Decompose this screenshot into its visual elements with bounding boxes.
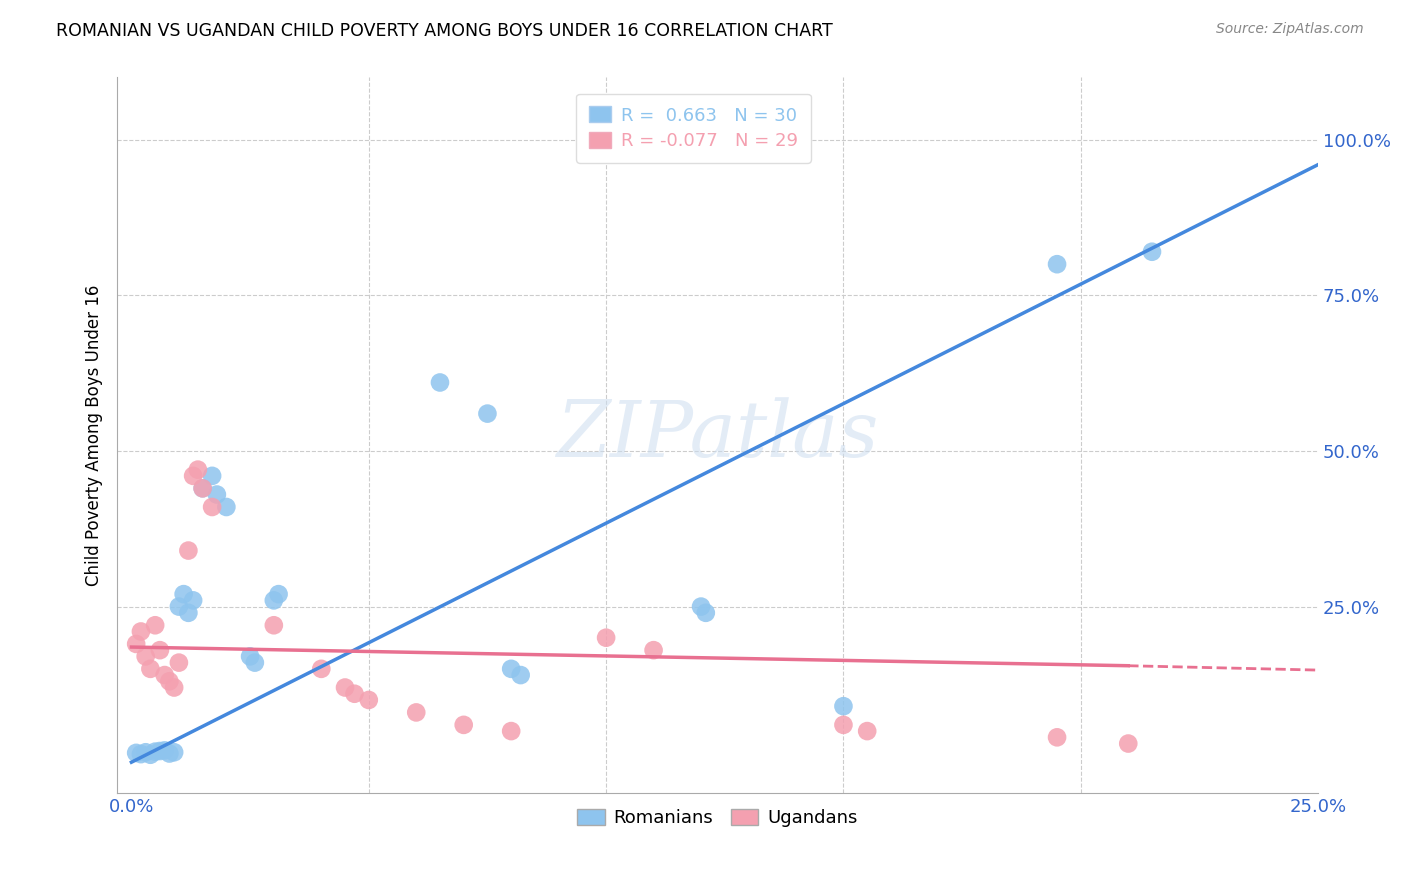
Point bbox=[509, 668, 531, 682]
Point bbox=[501, 724, 523, 739]
Point bbox=[832, 699, 855, 714]
Point bbox=[181, 593, 204, 607]
Point bbox=[167, 599, 190, 614]
Point bbox=[595, 631, 617, 645]
Point bbox=[149, 643, 172, 657]
Point bbox=[343, 687, 366, 701]
Point bbox=[125, 637, 148, 651]
Point bbox=[333, 681, 356, 695]
Point bbox=[501, 662, 523, 676]
Point bbox=[357, 693, 380, 707]
Point bbox=[163, 681, 186, 695]
Point bbox=[149, 744, 172, 758]
Point bbox=[215, 500, 238, 514]
Point bbox=[157, 747, 180, 761]
Point bbox=[201, 468, 224, 483]
Point bbox=[453, 718, 475, 732]
Point bbox=[643, 643, 665, 657]
Point bbox=[405, 706, 427, 720]
Point bbox=[167, 656, 190, 670]
Point bbox=[205, 487, 228, 501]
Point bbox=[139, 747, 162, 762]
Point bbox=[191, 481, 214, 495]
Point bbox=[177, 606, 200, 620]
Point bbox=[191, 481, 214, 495]
Point bbox=[173, 587, 195, 601]
Point bbox=[311, 662, 333, 676]
Point bbox=[243, 656, 266, 670]
Point bbox=[239, 649, 262, 664]
Point bbox=[267, 587, 290, 601]
Point bbox=[695, 606, 717, 620]
Point bbox=[163, 745, 186, 759]
Point bbox=[832, 718, 855, 732]
Point bbox=[135, 649, 157, 664]
Text: ROMANIAN VS UGANDAN CHILD POVERTY AMONG BOYS UNDER 16 CORRELATION CHART: ROMANIAN VS UGANDAN CHILD POVERTY AMONG … bbox=[56, 22, 832, 40]
Point bbox=[690, 599, 713, 614]
Point bbox=[129, 747, 152, 761]
Point bbox=[1116, 737, 1139, 751]
Point bbox=[153, 668, 176, 682]
Point bbox=[125, 746, 148, 760]
Point bbox=[177, 543, 200, 558]
Point bbox=[477, 407, 499, 421]
Point bbox=[157, 674, 180, 689]
Point bbox=[135, 745, 157, 759]
Point bbox=[263, 618, 285, 632]
Point bbox=[129, 624, 152, 639]
Point bbox=[143, 745, 166, 759]
Point bbox=[201, 500, 224, 514]
Point bbox=[429, 376, 451, 390]
Point bbox=[153, 743, 176, 757]
Point bbox=[139, 662, 162, 676]
Text: Source: ZipAtlas.com: Source: ZipAtlas.com bbox=[1216, 22, 1364, 37]
Point bbox=[856, 724, 879, 739]
Point bbox=[1140, 244, 1163, 259]
Point bbox=[187, 462, 209, 476]
Point bbox=[181, 468, 204, 483]
Point bbox=[263, 593, 285, 607]
Point bbox=[143, 618, 166, 632]
Y-axis label: Child Poverty Among Boys Under 16: Child Poverty Among Boys Under 16 bbox=[86, 285, 103, 586]
Point bbox=[1046, 731, 1069, 745]
Text: ZIPatlas: ZIPatlas bbox=[557, 397, 879, 474]
Point bbox=[1046, 257, 1069, 271]
Legend: Romanians, Ugandans: Romanians, Ugandans bbox=[571, 802, 865, 834]
